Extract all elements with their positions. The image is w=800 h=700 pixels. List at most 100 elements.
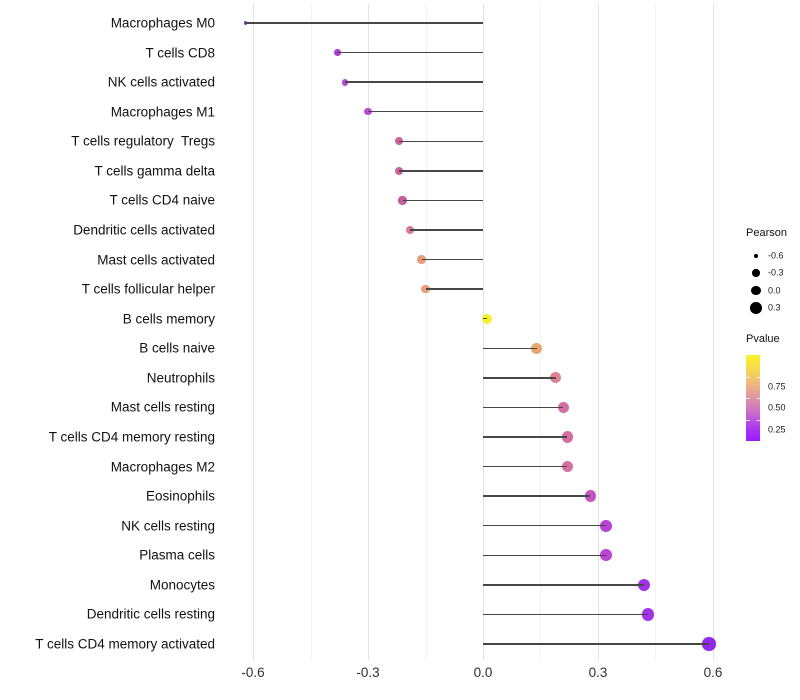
lollipop-stem — [483, 613, 648, 616]
y-axis-label: Macrophages M0 — [110, 15, 215, 31]
y-axis-label: Plasma cells — [139, 547, 215, 563]
legend-pearson-item: 0.0 — [746, 282, 800, 299]
colorbar-tick-label: 0.25 — [768, 424, 786, 435]
lollipop-stem — [345, 81, 483, 83]
y-axis-label: Dendritic cells activated — [73, 222, 215, 238]
gridline-minor — [540, 4, 542, 660]
gridline-minor — [655, 4, 657, 660]
colorbar-tick-label: 0.50 — [768, 402, 786, 413]
legend-pvalue-title: Pvalue — [746, 333, 780, 345]
lollipop-stem — [483, 643, 710, 645]
x-axis-tick-label: 0.6 — [703, 665, 723, 680]
lollipop-stem — [398, 140, 483, 143]
gridline-minor — [425, 4, 427, 660]
legend-size-label: -0.6 — [768, 250, 784, 261]
y-axis-label: Macrophages M1 — [110, 103, 215, 119]
lollipop-stem — [483, 347, 537, 350]
lollipop-stem — [425, 288, 483, 290]
legend-size-dot — [754, 253, 758, 258]
lollipop-stem — [483, 495, 591, 497]
y-axis-label: T cells regulatory Tregs — [71, 133, 215, 149]
lollipop-dot — [550, 372, 562, 384]
y-axis-label: T cells follicular helper — [81, 281, 215, 297]
lollipop-stem — [483, 406, 564, 409]
y-axis-label: Mast cells resting — [110, 399, 215, 415]
lollipop-dot — [599, 549, 612, 562]
colorbar-tick — [756, 398, 760, 400]
lollipop-stem — [368, 110, 483, 113]
y-axis-label: Macrophages M2 — [110, 458, 215, 474]
y-axis-label: NK cells activated — [107, 74, 215, 90]
gridline-major — [712, 4, 714, 660]
lollipop-stem — [402, 199, 483, 202]
gridline-major — [597, 4, 599, 660]
gridline-major — [483, 4, 484, 660]
lollipop-stem — [398, 170, 483, 172]
lollipop-stem — [483, 465, 568, 468]
lollipop-dot — [561, 460, 573, 473]
legend-size-label: 0.0 — [768, 285, 781, 296]
lollipop-stem — [483, 436, 568, 438]
legend-pearson-title: Pearson — [746, 227, 787, 239]
legend-pearson-item: -0.6 — [746, 247, 800, 264]
y-axis-label: NK cells resting — [121, 517, 215, 533]
legend-size-dot — [751, 285, 761, 296]
colorbar-tick — [756, 419, 760, 421]
lollipop-dot — [599, 519, 612, 532]
lollipop-dot — [405, 225, 415, 235]
colorbar-tick — [746, 419, 750, 421]
legend-size-dot — [752, 269, 760, 277]
colorbar-tick — [756, 376, 760, 378]
legend-pearson-item: 0.3 — [746, 299, 800, 316]
x-axis-tick-label: -0.3 — [356, 665, 380, 680]
x-axis-tick-label: 0.3 — [588, 665, 608, 680]
lollipop-stem — [483, 584, 644, 586]
gridline-major — [253, 4, 255, 660]
colorbar-tick — [746, 376, 750, 378]
y-axis-label: T cells gamma delta — [94, 163, 215, 179]
lollipop-stem — [483, 317, 487, 320]
y-axis-label: Neutrophils — [146, 370, 215, 386]
legend-size-label: 0.3 — [768, 302, 781, 313]
lollipop-stem — [245, 22, 483, 24]
lollipop-stem — [410, 229, 483, 231]
lollipop-stem — [483, 524, 606, 527]
colorbar-gradient — [746, 355, 760, 442]
y-axis-label: T cells CD8 — [145, 44, 215, 60]
lollipop-dot — [394, 137, 403, 146]
y-axis-label: B cells naive — [139, 340, 215, 356]
y-axis-label: T cells CD4 memory resting — [48, 429, 215, 445]
x-axis-tick-label: -0.6 — [241, 665, 265, 680]
colorbar-tick — [746, 398, 750, 400]
plot-panel — [222, 4, 738, 660]
legend-pearson-item: -0.3 — [746, 264, 800, 281]
lollipop-dot — [334, 49, 341, 56]
legend-pvalue: Pvalue 0.75 0.50 0.25 — [746, 333, 786, 442]
lollipop-dot — [421, 284, 430, 294]
lollipop-dot — [417, 255, 426, 264]
y-axis-label: Monocytes — [149, 577, 215, 593]
legend-pearson: Pearson -0.6 -0.3 0.0 0.3 — [746, 227, 787, 327]
y-axis-label: Eosinophils — [145, 488, 215, 504]
gridline-minor — [310, 4, 312, 660]
lollipop-dot — [364, 108, 372, 116]
legend-pearson-items: -0.6 -0.3 0.0 0.3 — [746, 247, 787, 327]
y-axis-label: T cells CD4 memory activated — [35, 636, 215, 652]
lollipop-dot — [641, 608, 655, 621]
y-axis-label: Dendritic cells resting — [86, 606, 215, 622]
lollipop-dot — [394, 166, 403, 175]
colorbar-wrap: 0.75 0.50 0.25 — [746, 355, 786, 442]
legend-size-dot — [750, 302, 762, 314]
colorbar-tick-label: 0.75 — [768, 381, 786, 392]
y-axis-label: B cells memory — [122, 310, 215, 326]
lollipop-stem — [421, 258, 483, 261]
y-axis-label: Mast cells activated — [97, 251, 215, 267]
lollipop-dot — [557, 401, 570, 413]
lollipop-dot — [561, 431, 573, 443]
lollipop-stem — [483, 554, 606, 556]
x-axis-tick-label: 0.0 — [473, 665, 493, 680]
lollipop-stem — [337, 51, 483, 54]
lollipop-stem — [483, 377, 556, 379]
gridline-major — [368, 4, 369, 660]
